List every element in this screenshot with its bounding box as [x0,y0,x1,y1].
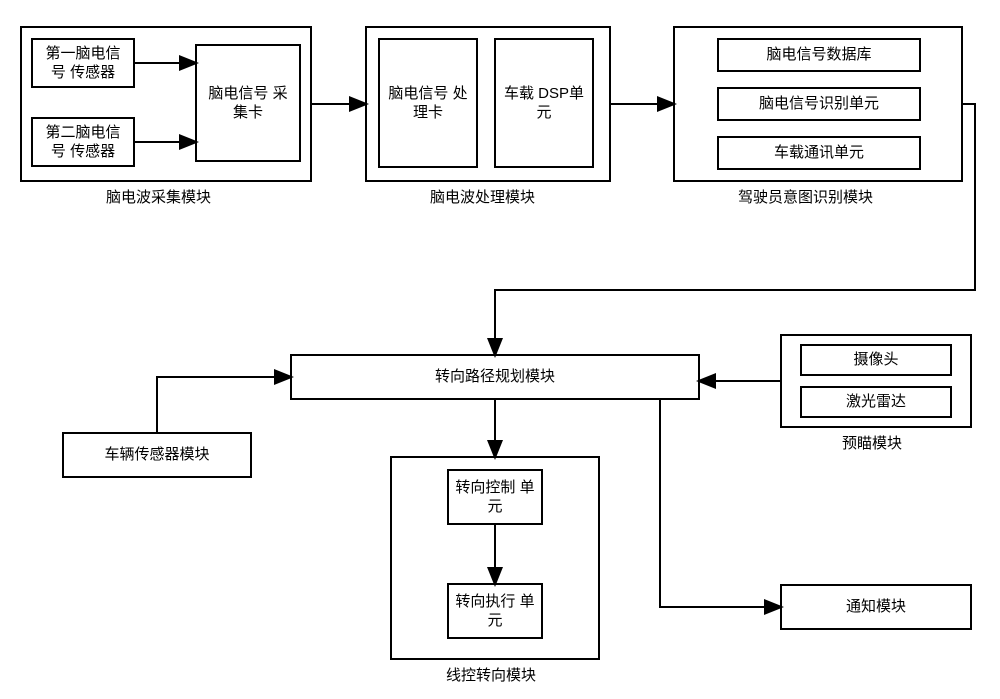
label-mod2_label: 脑电波处理模块 [430,186,535,207]
node-steer_ctrl: 转向控制 单元 [447,469,543,525]
node-proc_card: 脑电信号 处理卡 [378,38,478,168]
node-planning: 转向路径规划模块 [290,354,700,400]
node-dsp: 车载 DSP单元 [494,38,594,168]
label-mod3_label: 驾驶员意图识别模块 [738,186,873,207]
label-steer_label: 线控转向模块 [446,664,536,685]
node-steer_exec: 转向执行 单元 [447,583,543,639]
node-sensor2: 第二脑电信号 传感器 [31,117,135,167]
node-db: 脑电信号数据库 [717,38,921,72]
node-comm: 车载通讯单元 [717,136,921,170]
node-lidar: 激光雷达 [800,386,952,418]
edge-vehicle_sensor-planning [157,377,290,432]
node-sensor1: 第一脑电信号 传感器 [31,38,135,88]
node-vehicle_sensor: 车辆传感器模块 [62,432,252,478]
label-preview_label: 预瞄模块 [842,432,902,453]
node-camera: 摄像头 [800,344,952,376]
label-mod1_label: 脑电波采集模块 [106,186,211,207]
node-acq_card: 脑电信号 采集卡 [195,44,301,162]
node-recog: 脑电信号识别单元 [717,87,921,121]
edge-planning-notify [660,400,780,607]
node-notify: 通知模块 [780,584,972,630]
diagram-canvas: 第一脑电信号 传感器第二脑电信号 传感器 脑电信号 采集卡脑电信号 处理卡车载 D… [0,0,1000,699]
